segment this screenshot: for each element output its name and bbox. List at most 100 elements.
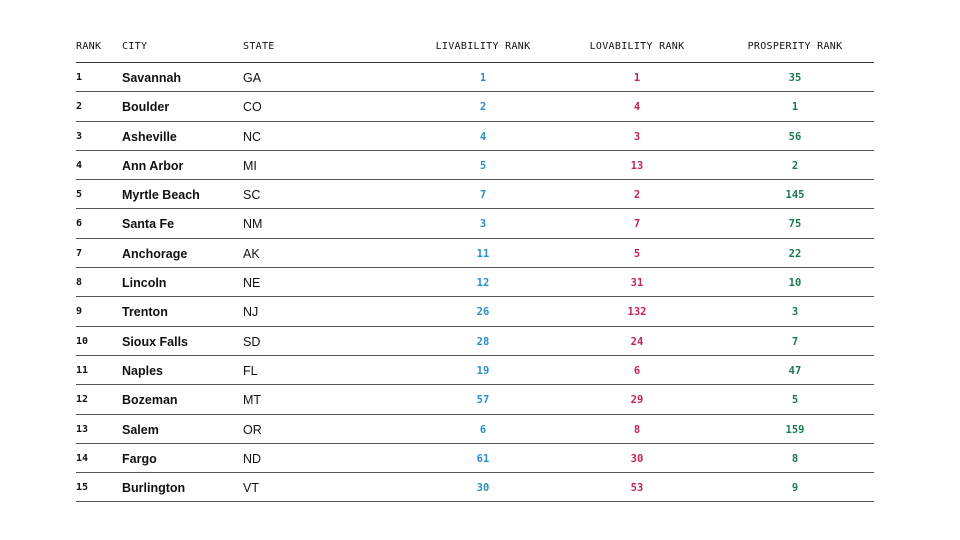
lovability-rank-cell: 31 (630, 277, 644, 290)
header-lovability-rank: LOVABILITY RANK (589, 41, 685, 52)
livability-rank-cell: 5 (479, 159, 487, 172)
lovability-rank-cell: 8 (633, 423, 641, 436)
livability-rank-cell: 19 (476, 364, 490, 377)
lovability-rank-cell: 5 (633, 247, 641, 260)
table-row: 6 Santa Fe NM 3 7 75 (76, 209, 874, 239)
livability-rank-cell: 6 (479, 423, 487, 436)
state-cell: GA (243, 71, 262, 85)
livability-rank-cell: 4 (479, 130, 487, 143)
prosperity-rank-cell: 35 (788, 72, 802, 84)
lovability-rank-cell: 3 (633, 130, 641, 143)
prosperity-rank-cell: 3 (791, 306, 799, 319)
city-cell: Sioux Falls (122, 334, 188, 349)
prosperity-rank-cell: 7 (791, 335, 799, 348)
city-cell: Myrtle Beach (122, 188, 200, 203)
header-livability-rank: LIVABILITY RANK (435, 41, 531, 52)
prosperity-rank-cell: 5 (791, 394, 799, 407)
livability-rank-cell: 1 (479, 72, 487, 84)
table-row: 9 Trenton NJ 26 132 3 (76, 297, 874, 327)
lovability-rank-cell: 30 (630, 452, 644, 465)
lovability-rank-cell: 13 (630, 159, 644, 172)
city-cell: Lincoln (122, 276, 167, 291)
city-cell: Naples (122, 363, 163, 378)
state-cell: FL (243, 363, 258, 378)
lovability-rank-cell: 24 (630, 335, 644, 348)
prosperity-rank-cell: 10 (788, 277, 802, 290)
livability-rank-cell: 28 (476, 335, 490, 348)
state-cell: ND (243, 451, 262, 466)
state-cell: AK (243, 246, 260, 261)
lovability-rank-cell: 132 (627, 306, 647, 319)
lovability-rank-cell: 4 (633, 101, 641, 114)
lovability-rank-cell: 6 (633, 364, 641, 377)
state-cell: MT (243, 393, 262, 408)
livability-rank-cell: 12 (476, 277, 490, 290)
rank-cell: 4 (76, 159, 83, 171)
table-row: 14 Fargo ND 61 30 8 (76, 444, 874, 474)
rank-cell: 12 (76, 394, 89, 406)
table-body: 1 Savannah GA 1 1 35 2 Boulder CO 2 4 1 3 Asheville NC… (76, 63, 874, 503)
prosperity-rank-cell: 145 (785, 189, 805, 202)
state-cell: SD (243, 334, 261, 349)
livability-rank-cell: 7 (479, 189, 487, 202)
prosperity-rank-cell: 9 (791, 482, 799, 495)
state-cell: MI (243, 158, 257, 173)
table-row: 5 Myrtle Beach SC 7 2 145 (76, 180, 874, 210)
livability-rank-cell: 2 (479, 101, 487, 114)
prosperity-rank-cell: 47 (788, 364, 802, 377)
table-row: 4 Ann Arbor MI 5 13 2 (76, 151, 874, 181)
prosperity-rank-cell: 1 (791, 101, 799, 114)
rank-cell: 5 (76, 189, 83, 201)
table-row: 15 Burlington VT 30 53 9 (76, 473, 874, 503)
header-state: STATE (243, 41, 275, 52)
state-cell: NC (243, 129, 262, 144)
livability-rank-cell: 57 (476, 394, 490, 407)
rank-cell: 11 (76, 364, 89, 376)
table-row: 10 Sioux Falls SD 28 24 7 (76, 327, 874, 356)
rank-cell: 10 (76, 335, 89, 347)
header-rank: RANK (76, 41, 102, 52)
rank-cell: 1 (76, 72, 83, 83)
livability-rank-cell: 30 (476, 482, 490, 495)
header-prosperity-rank: PROSPERITY RANK (747, 41, 843, 52)
livability-rank-cell: 61 (476, 452, 490, 465)
rank-cell: 9 (76, 306, 83, 318)
header-city: CITY (122, 41, 148, 52)
rank-cell: 13 (76, 423, 89, 435)
livability-rank-cell: 3 (479, 218, 487, 231)
rank-cell: 8 (76, 277, 83, 289)
prosperity-rank-cell: 8 (791, 452, 799, 465)
city-ranking-table: RANK CITY STATE LIVABILITY RANK LOVABILI… (76, 33, 874, 503)
lovability-rank-cell: 7 (633, 218, 641, 231)
rank-cell: 6 (76, 218, 83, 230)
table-row: 12 Bozeman MT 57 29 5 (76, 385, 874, 415)
state-cell: OR (243, 422, 262, 437)
table-row: 2 Boulder CO 2 4 1 (76, 92, 874, 122)
city-cell: Salem (122, 422, 159, 437)
city-cell: Bozeman (122, 393, 178, 408)
lovability-rank-cell: 53 (630, 482, 644, 495)
prosperity-rank-cell: 22 (788, 247, 802, 260)
prosperity-rank-cell: 75 (788, 218, 802, 231)
city-cell: Savannah (122, 71, 182, 85)
state-cell: VT (243, 481, 259, 496)
table-row: 8 Lincoln NE 12 31 10 (76, 268, 874, 298)
rank-cell: 7 (76, 247, 83, 259)
state-cell: NJ (243, 305, 259, 320)
lovability-rank-cell: 1 (633, 72, 641, 84)
city-cell: Trenton (122, 305, 168, 320)
table-row: 7 Anchorage AK 11 5 22 (76, 239, 874, 269)
state-cell: SC (243, 188, 261, 203)
table-header: RANK CITY STATE LIVABILITY RANK LOVABILI… (76, 33, 874, 63)
city-cell: Santa Fe (122, 217, 175, 232)
table-row: 13 Salem OR 6 8 159 (76, 415, 874, 444)
rank-cell: 15 (76, 482, 89, 494)
livability-rank-cell: 26 (476, 306, 490, 319)
city-cell: Anchorage (122, 246, 188, 261)
table-row: 1 Savannah GA 1 1 35 (76, 63, 874, 93)
city-cell: Burlington (122, 481, 186, 496)
rank-cell: 3 (76, 130, 83, 142)
city-cell: Fargo (122, 451, 157, 466)
state-cell: CO (243, 100, 262, 115)
city-cell: Boulder (122, 100, 170, 115)
